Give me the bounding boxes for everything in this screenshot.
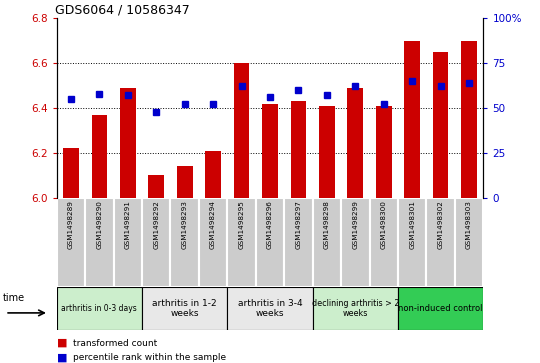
Bar (142, 198, 171, 287)
Text: GSM1498299: GSM1498299 (352, 200, 359, 249)
Text: GSM1498303: GSM1498303 (466, 200, 472, 249)
Bar (284, 198, 313, 287)
Text: GSM1498296: GSM1498296 (267, 200, 273, 249)
Bar (227, 198, 256, 287)
Bar (177, 166, 192, 198)
Text: arthritis in 3-4
weeks: arthritis in 3-4 weeks (238, 299, 302, 318)
Text: GSM1498302: GSM1498302 (437, 200, 444, 249)
Bar (291, 101, 306, 198)
Bar (113, 198, 142, 287)
Bar (92, 115, 107, 198)
Bar (171, 198, 199, 287)
Bar (57, 198, 85, 287)
Text: transformed count: transformed count (73, 339, 157, 347)
Bar (142, 287, 227, 330)
Bar (205, 151, 221, 198)
Bar (398, 287, 483, 330)
Bar (256, 198, 284, 287)
Bar (376, 106, 392, 198)
Bar (398, 198, 427, 287)
Text: GSM1498289: GSM1498289 (68, 200, 74, 249)
Bar (369, 198, 398, 287)
Bar (199, 198, 227, 287)
Text: GSM1498292: GSM1498292 (153, 200, 159, 249)
Text: arthritis in 0-3 days: arthritis in 0-3 days (62, 304, 137, 313)
Bar (433, 52, 448, 198)
Text: GSM1498291: GSM1498291 (125, 200, 131, 249)
Text: GSM1498298: GSM1498298 (324, 200, 330, 249)
Bar (348, 88, 363, 198)
Text: GSM1498300: GSM1498300 (381, 200, 387, 249)
Bar (234, 63, 249, 198)
Text: non-induced control: non-induced control (399, 304, 483, 313)
Text: GSM1498297: GSM1498297 (295, 200, 301, 249)
Bar (341, 198, 369, 287)
Bar (455, 198, 483, 287)
Text: GDS6064 / 10586347: GDS6064 / 10586347 (55, 4, 190, 17)
Bar (427, 198, 455, 287)
Text: arthritis in 1-2
weeks: arthritis in 1-2 weeks (152, 299, 217, 318)
Text: declining arthritis > 2
weeks: declining arthritis > 2 weeks (312, 299, 399, 318)
Bar (313, 198, 341, 287)
Text: GSM1498290: GSM1498290 (96, 200, 103, 249)
Bar (120, 88, 136, 198)
Text: ■: ■ (57, 352, 67, 363)
Text: time: time (3, 293, 25, 303)
Bar (57, 287, 142, 330)
Bar (319, 106, 335, 198)
Text: GSM1498294: GSM1498294 (210, 200, 216, 249)
Text: GSM1498295: GSM1498295 (239, 200, 245, 249)
Text: GSM1498301: GSM1498301 (409, 200, 415, 249)
Text: GSM1498293: GSM1498293 (181, 200, 188, 249)
Bar (313, 287, 398, 330)
Text: percentile rank within the sample: percentile rank within the sample (73, 353, 226, 362)
Text: ■: ■ (57, 338, 67, 348)
Bar (404, 41, 420, 198)
Bar (461, 41, 477, 198)
Bar (227, 287, 313, 330)
Bar (85, 198, 113, 287)
Bar (148, 175, 164, 198)
Bar (63, 148, 79, 198)
Bar (262, 103, 278, 198)
